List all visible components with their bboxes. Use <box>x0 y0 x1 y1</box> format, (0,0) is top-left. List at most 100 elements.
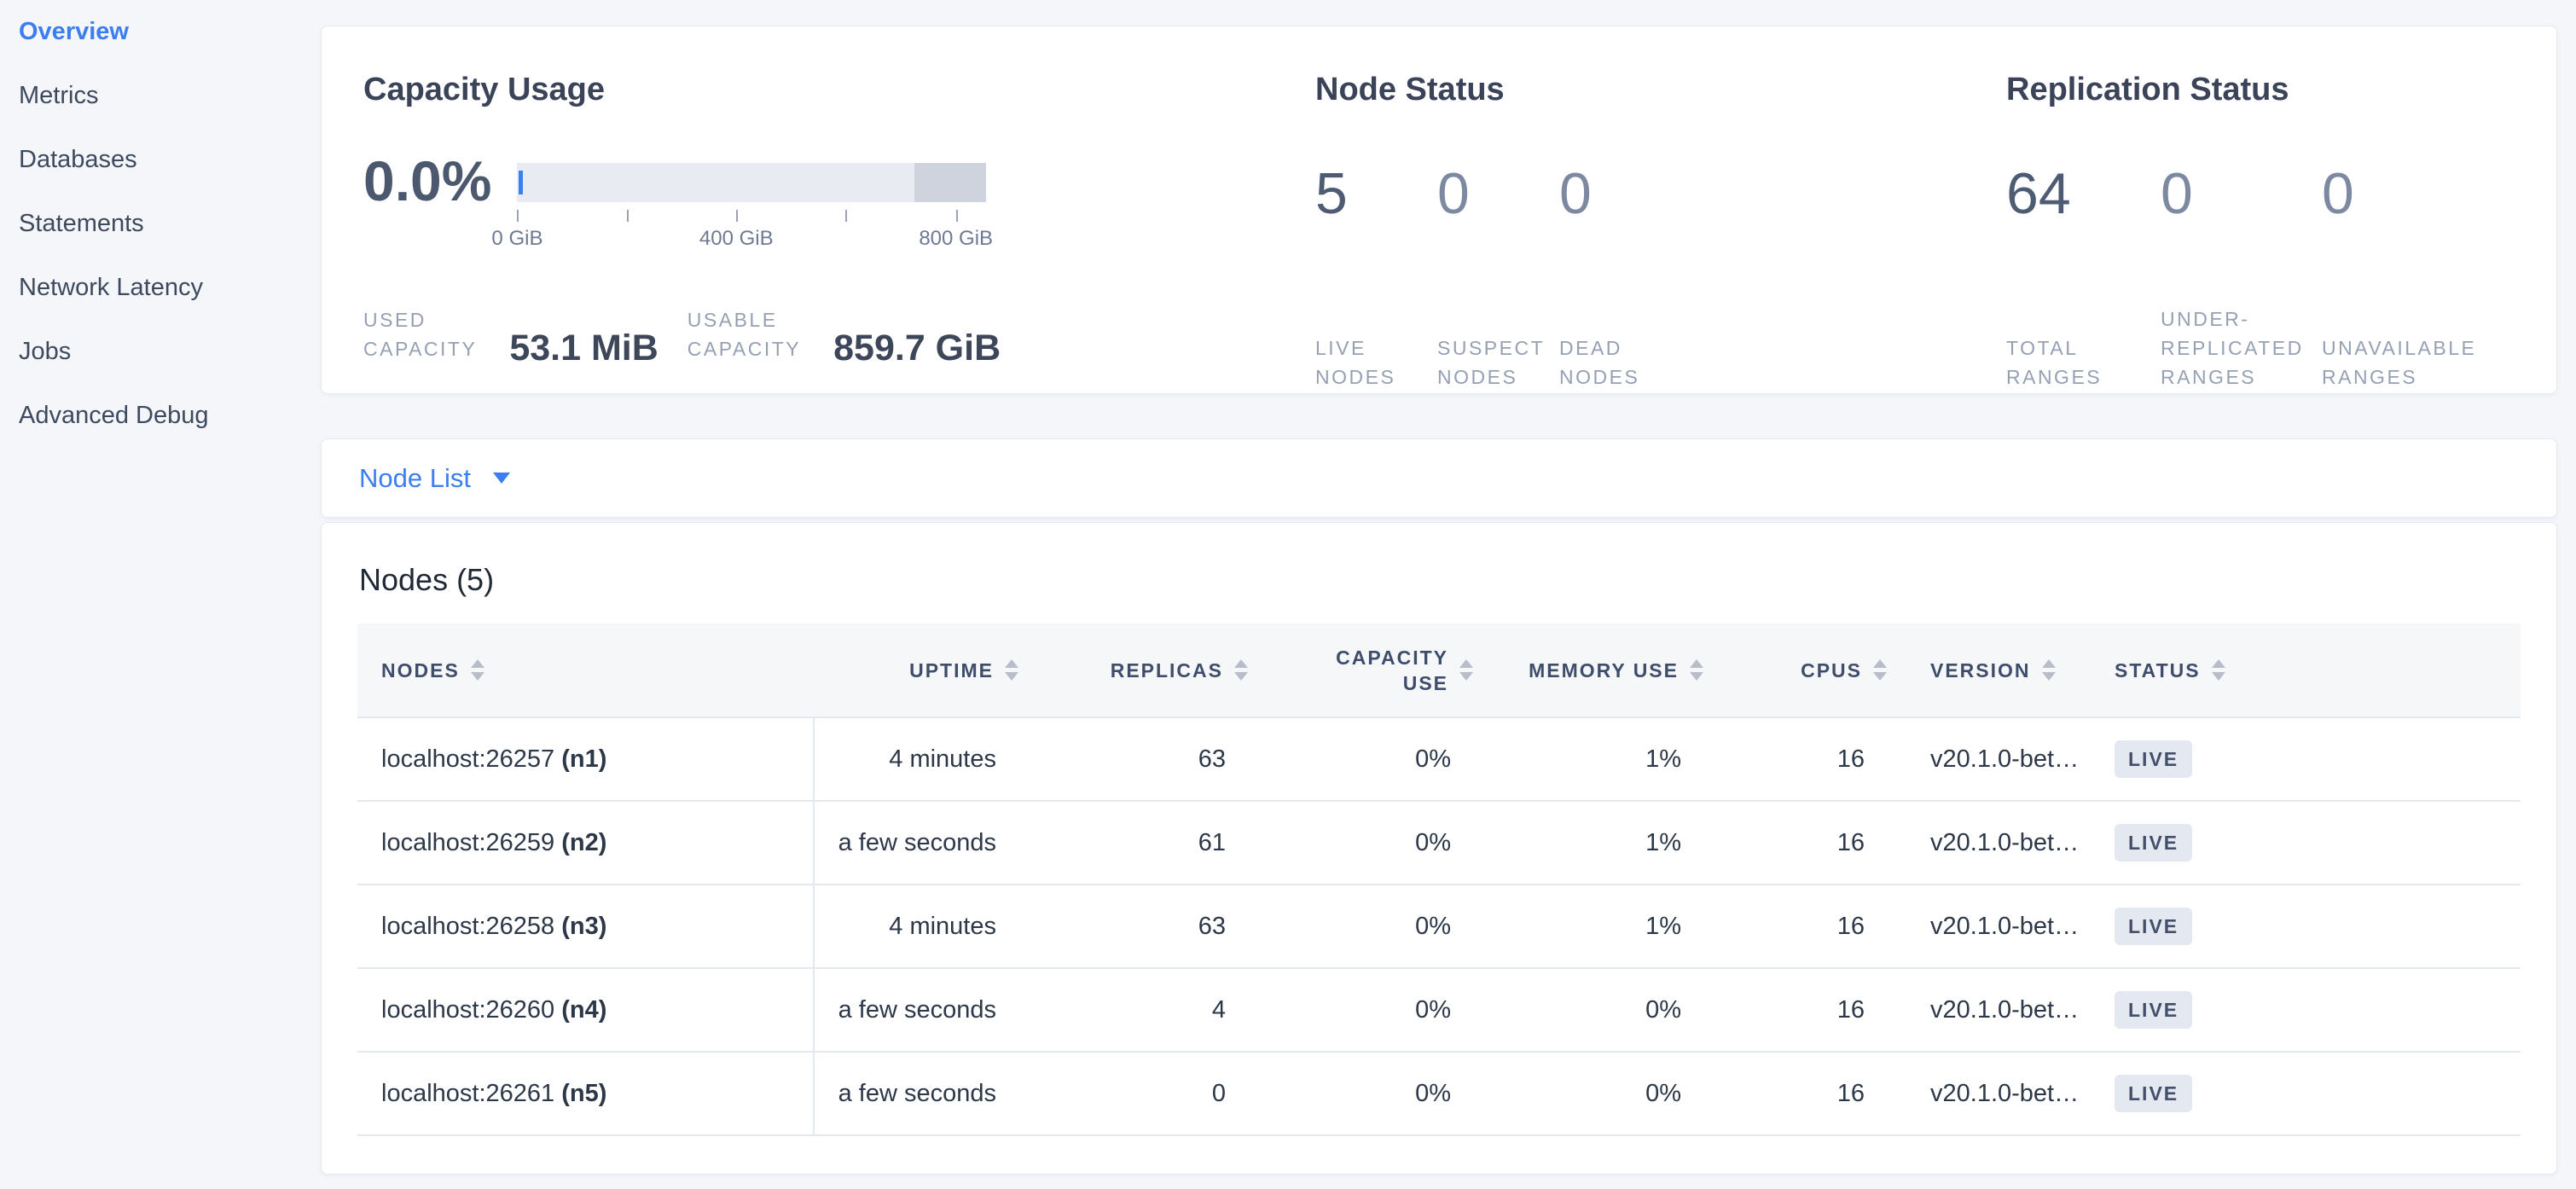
view-selector-card: Node List <box>321 438 2557 518</box>
cell-version: v20.1.0-bet… <box>1905 801 2084 885</box>
summary-stat-label: TOTAL RANGES <box>2006 337 2103 388</box>
node-id: (n3) <box>561 912 607 940</box>
sidebar-item-metrics[interactable]: Metrics <box>19 82 99 109</box>
cell-nodes: localhost:26261 (n5) <box>357 1052 815 1136</box>
axis-tick-label: 400 GiB <box>699 227 774 250</box>
cell-cpus: 16 <box>1724 968 1905 1053</box>
cell-status: LIVE <box>2084 801 2521 885</box>
summary-stat: 0 DEAD NODES <box>1559 163 1681 392</box>
axis-tick <box>955 210 958 222</box>
table-row: localhost:26261 (n5) a few seconds 0 0% … <box>357 1052 2521 1136</box>
column-header-status[interactable]: STATUS <box>2084 624 2521 718</box>
table-row: localhost:26258 (n3) 4 minutes 63 0% 1% … <box>357 884 2521 969</box>
cell-cpus: 16 <box>1724 1052 1905 1136</box>
column-header-uptime[interactable]: UPTIME <box>814 624 1037 718</box>
cell-replicas: 63 <box>1037 717 1255 802</box>
summary-stat: 0 UNAVAILABLE RANGES <box>2322 163 2476 392</box>
cell-status: LIVE <box>2084 717 2521 802</box>
column-header-label: MEMORY USE <box>1529 658 1679 682</box>
cell-cpus: 16 <box>1724 801 1905 885</box>
summary-stat-value: 64 <box>2006 161 2071 226</box>
sidebar-item-jobs[interactable]: Jobs <box>19 338 72 365</box>
summary-stat: 0 UNDER- REPLICATED RANGES <box>2161 163 2322 392</box>
summary-stat: 5 LIVE NODES <box>1315 163 1437 392</box>
axis-tick <box>736 210 739 222</box>
sidebar-item-statements[interactable]: Statements <box>19 210 144 237</box>
node-link[interactable]: localhost:26259 <box>381 828 562 856</box>
node-status-stats: 5 LIVE NODES 0 SUSPECT NODES 0 DEAD NODES <box>1315 163 2006 392</box>
nodes-table-card: Nodes (5) NODES UPTIME REPLICAS CAPACITY… <box>321 522 2557 1174</box>
node-link[interactable]: localhost:26261 <box>381 1079 562 1107</box>
summary-stat-value: 0 <box>1559 161 1592 226</box>
summary-stat-label: DEAD NODES <box>1559 337 1640 388</box>
node-link[interactable]: localhost:26260 <box>381 995 562 1024</box>
cell-capacity-use: 0% <box>1255 1052 1485 1136</box>
axis-tick <box>517 210 519 222</box>
cell-replicas: 0 <box>1037 1052 1255 1136</box>
status-badge: LIVE <box>2115 740 2193 778</box>
column-header-label: STATUS <box>2115 658 2201 682</box>
column-header-label: CAPACITY USE <box>1336 646 1448 694</box>
sidebar-item-databases[interactable]: Databases <box>19 146 137 173</box>
cell-version: v20.1.0-bet… <box>1905 884 2084 969</box>
capacity-stats: USED CAPACITY 53.1 MiB USABLE CAPACITY 859… <box>363 305 1315 367</box>
capacity-usage-section: Capacity Usage 0.0% 0 GiB 400 GiB 800 GiB … <box>322 26 1315 393</box>
sidebar-item-advanced-debug[interactable]: Advanced Debug <box>19 402 209 429</box>
sort-icon <box>1005 659 1018 681</box>
column-header-label: REPLICAS <box>1110 658 1223 682</box>
axis-tick-label: 800 GiB <box>919 227 994 250</box>
cell-uptime: a few seconds <box>814 801 1037 885</box>
column-header-cpus[interactable]: CPUS <box>1724 624 1905 718</box>
sidebar: Overview Metrics Databases Statements Networ… <box>0 0 321 1189</box>
sidebar-item-overview[interactable]: Overview <box>19 18 129 45</box>
sort-icon <box>2211 659 2225 681</box>
column-header-label: VERSION <box>1930 658 2031 682</box>
summary-stat-value: 0 <box>2161 161 2193 226</box>
cell-status: LIVE <box>2084 884 2521 969</box>
main-content: Capacity Usage 0.0% 0 GiB 400 GiB 800 GiB … <box>321 0 2576 1189</box>
node-id: (n1) <box>561 745 607 773</box>
summary-stat-value: 0 <box>1437 161 1470 226</box>
summary-stat-label: LIVE NODES <box>1315 337 1396 388</box>
column-header-version[interactable]: VERSION <box>1905 624 2084 718</box>
table-row: localhost:26260 (n4) a few seconds 4 0% … <box>357 968 2521 1053</box>
capacity-percent: 0.0% <box>363 149 492 212</box>
status-badge: LIVE <box>2115 908 2193 945</box>
summary-stat-value: 5 <box>1315 161 1348 226</box>
cell-version: v20.1.0-bet… <box>1905 968 2084 1053</box>
cell-memory-use: 0% <box>1485 1052 1724 1136</box>
replication-status-stats: 64 TOTAL RANGES 0 UNDER- REPLICATED RANGES … <box>2006 163 2556 392</box>
column-header-label: CPUS <box>1801 658 1862 682</box>
capacity-stat-label: USED CAPACITY <box>363 309 478 360</box>
cell-uptime: a few seconds <box>814 1052 1037 1136</box>
node-link[interactable]: localhost:26258 <box>381 912 562 940</box>
summary-stat: 0 SUSPECT NODES <box>1437 163 1559 392</box>
cell-uptime: 4 minutes <box>814 884 1037 969</box>
table-row: localhost:26259 (n2) a few seconds 61 0%… <box>357 801 2521 885</box>
cell-capacity-use: 0% <box>1255 717 1485 802</box>
status-badge: LIVE <box>2115 1075 2193 1112</box>
sidebar-item-network-latency[interactable]: Network Latency <box>19 274 203 301</box>
table-row: localhost:26257 (n1) 4 minutes 63 0% 1% … <box>357 717 2521 802</box>
sort-icon <box>1459 659 1473 681</box>
table-header-row: NODES UPTIME REPLICAS CAPACITY USE MEMOR… <box>357 624 2521 718</box>
column-header-memory_use[interactable]: MEMORY USE <box>1485 624 1724 718</box>
nodes-table-title: Nodes (5) <box>359 562 495 597</box>
capacity-gauge: 0.0% 0 GiB 400 GiB 800 GiB <box>363 151 1315 252</box>
capacity-stat: USABLE CAPACITY 859.7 GiB <box>688 305 1001 367</box>
capacity-usage-title: Capacity Usage <box>363 72 606 107</box>
node-link[interactable]: localhost:26257 <box>381 745 562 773</box>
cell-cpus: 16 <box>1724 717 1905 802</box>
cell-version: v20.1.0-bet… <box>1905 1052 2084 1136</box>
nodes-table: NODES UPTIME REPLICAS CAPACITY USE MEMOR… <box>357 624 2521 1136</box>
status-badge: LIVE <box>2115 824 2193 861</box>
node-list-dropdown[interactable]: Node List <box>359 463 510 494</box>
cell-memory-use: 1% <box>1485 717 1724 802</box>
column-header-replicas[interactable]: REPLICAS <box>1037 624 1255 718</box>
capacity-bar: 0 GiB 400 GiB 800 GiB <box>491 163 993 252</box>
column-header-capacity_use[interactable]: CAPACITY USE <box>1255 624 1485 718</box>
cell-capacity-use: 0% <box>1255 801 1485 885</box>
column-header-node[interactable]: NODES <box>357 624 814 718</box>
node-id: (n4) <box>561 995 607 1024</box>
sort-icon <box>1234 659 1248 681</box>
